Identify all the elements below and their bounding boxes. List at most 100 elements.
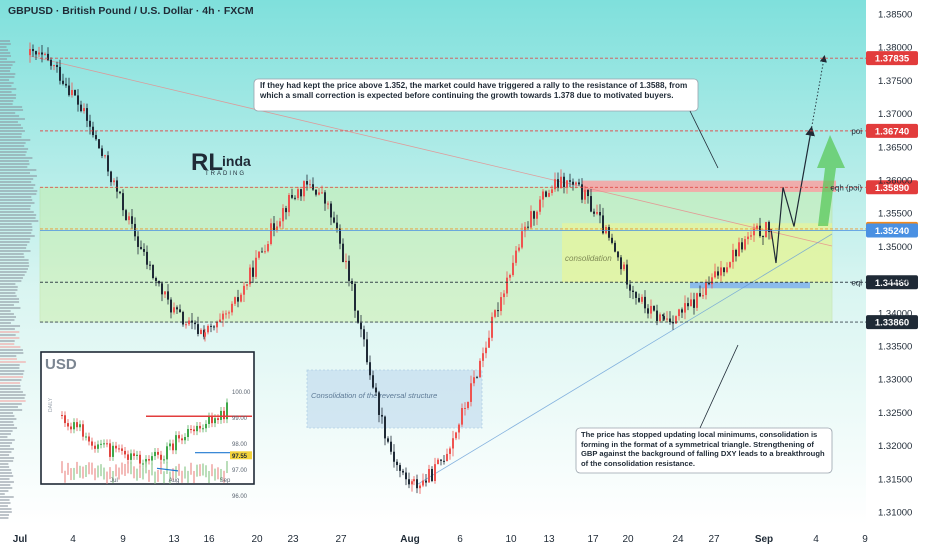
volume-profile-bar <box>0 517 9 519</box>
volume-profile-bar <box>0 274 25 276</box>
inset-volume-bar <box>154 471 156 484</box>
usd-inset-chart[interactable]: USD DAILY 100.00 99.00 98.00 97.00 96.00 97.5… <box>40 351 255 500</box>
volume-profile-bar <box>0 148 29 150</box>
volume-profile-bar <box>0 382 21 384</box>
inset-volume-bar <box>130 462 132 475</box>
candle-body <box>321 192 323 194</box>
candle-body <box>56 65 58 67</box>
price-level-name: poi <box>851 127 862 136</box>
time-axis[interactable]: Jul 4 9 13 16 20 23 27 Aug 6 10 13 17 20 24 27 Sep 4 9 <box>13 534 868 545</box>
price-tick-label: 1.33500 <box>878 342 912 353</box>
candle-body <box>372 375 374 388</box>
volume-profile-bar <box>0 196 32 198</box>
inset-volume-bar <box>184 466 186 479</box>
inset-candle-body <box>79 424 81 428</box>
inset-candle-body <box>82 424 84 437</box>
inset-time-axis: Jul Aug Sep <box>110 478 231 484</box>
price-level-tag <box>866 180 918 195</box>
inset-current-value: 97.55 <box>232 454 248 460</box>
bottom-note-box[interactable]: The price has stopped updating local min… <box>575 344 833 474</box>
inset-candle-body <box>202 428 204 430</box>
price-tick-label: 1.34500 <box>878 275 912 286</box>
candle-body <box>527 226 529 228</box>
volume-profile-bar <box>0 82 14 84</box>
volume-profile-bar <box>0 181 32 183</box>
volume-profile-bar <box>0 121 18 123</box>
volume-profile-bar <box>0 352 24 354</box>
inset-volume-bar <box>193 470 195 483</box>
time-tick-label: 13 <box>543 534 555 545</box>
volume-profile-bar <box>0 292 16 294</box>
time-tick-label: 4 <box>813 534 819 545</box>
inset-candle-body <box>178 435 180 439</box>
inset-volume-bar <box>157 469 159 482</box>
candle-body <box>765 221 767 237</box>
volume-profile-bar <box>0 253 24 255</box>
candle-body <box>569 180 571 182</box>
candle-body <box>240 294 242 302</box>
candle-body <box>599 212 601 216</box>
inset-candle-body <box>118 448 120 450</box>
candle-body <box>396 461 398 466</box>
volume-profile-bar <box>0 70 11 72</box>
volume-profile-bar <box>0 241 30 243</box>
candle-body <box>393 451 395 462</box>
candle-body <box>690 299 692 307</box>
volume-profile-bar <box>0 499 10 501</box>
volume-profile-bar <box>0 133 22 135</box>
candle-body <box>255 257 257 277</box>
time-tick-label: 23 <box>287 534 299 545</box>
candles-layer <box>29 42 772 494</box>
symbol-title[interactable]: GBPUSD · British Pound / U.S. Dollar · 4… <box>8 5 254 17</box>
volume-profile-bar <box>0 433 11 435</box>
candle-body <box>608 227 610 238</box>
supply-zone <box>582 180 836 192</box>
inset-volume-bar <box>196 464 198 477</box>
volume-profile-bar <box>0 463 9 465</box>
time-tick-label: 20 <box>622 534 634 545</box>
volume-profile-bar <box>0 58 7 60</box>
price-level-name: eqh (poi) <box>830 183 862 192</box>
price-level-tag-text: 1.35890 <box>875 183 909 194</box>
candle-body <box>593 211 595 214</box>
brand-logo: RL inda TRADING <box>191 149 251 177</box>
inset-volume-bar <box>211 464 213 477</box>
candle-body <box>366 339 368 363</box>
price-level-tag <box>866 123 918 138</box>
inset-volume-bar <box>109 467 111 480</box>
inset-candle-body <box>106 443 108 445</box>
inset-volume-bar <box>79 465 81 478</box>
volume-profile-bar <box>0 127 23 129</box>
candle-body <box>723 267 725 273</box>
inset-volume-bar <box>199 464 201 477</box>
inset-arrow-line <box>156 467 179 472</box>
volume-profile-bar <box>0 244 28 246</box>
inset-volume-bar <box>61 461 63 474</box>
candle-body <box>252 267 254 277</box>
candle-body <box>470 383 472 402</box>
time-tick-label: 24 <box>672 534 684 545</box>
candle-body <box>431 468 433 481</box>
inset-candle-body <box>103 443 105 445</box>
candle-body <box>258 251 260 258</box>
price-axis[interactable]: 1.38500 1.38000 1.37500 1.37000 1.36500 1.360… <box>878 10 912 519</box>
candle-body <box>741 242 743 250</box>
volume-profile-bar <box>0 328 15 330</box>
candle-body <box>65 83 67 86</box>
volume-profile-bar <box>0 145 25 147</box>
top-note-box[interactable]: If they had kept the price above 1.352, … <box>253 78 719 169</box>
support-trendline <box>417 233 833 485</box>
time-tick-label: 6 <box>457 534 463 545</box>
candle-body <box>656 310 658 321</box>
time-tick-label: 10 <box>505 534 517 545</box>
candle-body <box>572 181 574 185</box>
volume-profile-bar <box>0 481 14 483</box>
top-note-frame <box>253 78 699 112</box>
volume-profile-bar <box>0 259 29 261</box>
candle-body <box>405 472 407 480</box>
candle-body <box>29 49 31 56</box>
candle-body <box>279 221 281 227</box>
inset-price-tick: 96.00 <box>232 494 248 500</box>
inset-volume-bar <box>64 470 66 483</box>
